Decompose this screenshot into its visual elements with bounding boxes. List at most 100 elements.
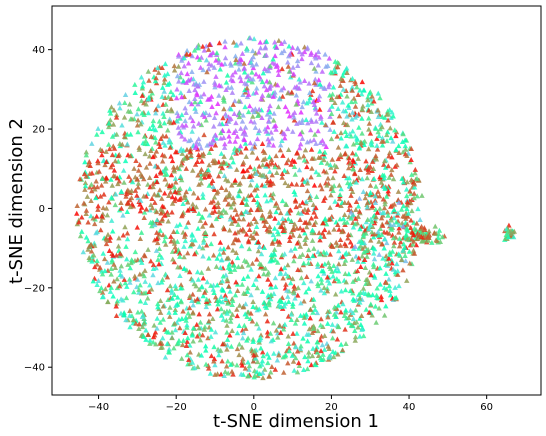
scatter-point: [248, 266, 254, 272]
scatter-point: [181, 63, 187, 69]
scatter-point: [229, 298, 236, 304]
scatter-point: [256, 273, 262, 279]
scatter-point: [353, 253, 359, 259]
scatter-point: [193, 81, 200, 87]
scatter-point: [308, 174, 314, 180]
scatter-point: [404, 226, 410, 232]
scatter-point: [200, 67, 206, 73]
scatter-point: [398, 257, 405, 263]
scatter-point: [384, 138, 390, 144]
scatter-point: [349, 188, 356, 194]
scatter-point: [286, 68, 293, 74]
scatter-point: [301, 280, 307, 286]
scatter-point: [120, 167, 127, 173]
scatter-point: [241, 322, 248, 328]
scatter-point: [184, 322, 190, 328]
scatter-point: [391, 201, 397, 207]
scatter-point: [86, 243, 92, 249]
scatter-point: [227, 332, 233, 338]
scatter-point: [147, 126, 153, 132]
scatter-point: [286, 43, 292, 49]
scatter-point: [200, 293, 206, 299]
scatter-point: [138, 74, 145, 80]
scatter-point: [387, 125, 393, 131]
scatter-point: [273, 63, 279, 69]
scatter-point: [174, 223, 180, 229]
scatter-point: [236, 114, 243, 120]
scatter-point: [287, 280, 294, 286]
scatter-point: [167, 313, 173, 319]
scatter-point: [184, 250, 191, 256]
scatter-point: [371, 246, 378, 252]
scatter-point: [265, 92, 272, 98]
scatter-point: [357, 299, 363, 305]
scatter-point: [369, 312, 375, 318]
scatter-point: [159, 93, 165, 99]
scatter-point: [372, 303, 379, 309]
scatter-point: [321, 233, 327, 239]
scatter-point: [271, 246, 278, 252]
scatter-point: [134, 176, 140, 182]
scatter-point: [295, 266, 301, 272]
scatter-point: [212, 81, 218, 87]
scatter-point: [136, 289, 142, 295]
scatter-point: [268, 197, 274, 203]
scatter-point: [416, 232, 423, 238]
scatter-point: [112, 202, 119, 208]
scatter-point: [332, 198, 338, 204]
scatter-point: [353, 140, 360, 146]
scatter-point: [151, 191, 158, 197]
scatter-point: [226, 261, 233, 267]
scatter-point: [132, 187, 139, 193]
scatter-point: [370, 234, 377, 240]
scatter-point: [155, 103, 161, 109]
scatter-point: [263, 218, 270, 224]
scatter-point: [390, 266, 397, 272]
scatter-point: [119, 273, 125, 279]
scatter-point: [212, 294, 219, 300]
scatter-point: [396, 235, 403, 241]
scatter-point: [169, 158, 176, 164]
scatter-point: [293, 204, 299, 210]
scatter-point: [316, 93, 323, 99]
scatter-point: [93, 213, 100, 219]
scatter-point: [234, 255, 241, 261]
scatter-point: [350, 316, 357, 322]
scatter-point: [125, 261, 131, 267]
scatter-point: [193, 143, 199, 149]
scatter-point: [275, 220, 282, 226]
scatter-point: [276, 298, 283, 304]
scatter-point: [392, 295, 398, 301]
scatter-point: [278, 266, 284, 272]
scatter-point: [247, 182, 254, 188]
scatter-point: [245, 73, 251, 79]
scatter-point: [247, 173, 253, 179]
scatter-point: [161, 153, 168, 159]
scatter-point: [349, 109, 356, 115]
scatter-point: [374, 285, 380, 291]
scatter-point: [99, 175, 106, 181]
scatter-point: [367, 222, 374, 228]
scatter-point: [334, 336, 341, 342]
scatter-point: [334, 305, 340, 311]
scatter-point: [154, 325, 160, 331]
scatter-point: [220, 159, 227, 165]
scatter-point: [284, 287, 290, 293]
scatter-point: [292, 245, 298, 251]
scatter-point: [259, 288, 266, 294]
scatter-point: [328, 69, 334, 75]
scatter-point: [391, 215, 397, 221]
scatter-point: [194, 321, 200, 327]
scatter-point: [164, 209, 171, 215]
scatter-point: [324, 288, 331, 294]
scatter-point: [280, 354, 286, 360]
scatter-point: [292, 295, 298, 301]
scatter-point: [154, 217, 160, 223]
scatter-point: [401, 244, 408, 250]
scatter-point: [244, 201, 250, 207]
scatter-point: [299, 104, 305, 110]
scatter-point: [400, 223, 406, 229]
scatter-point: [393, 146, 399, 152]
scatter-point: [301, 298, 307, 304]
